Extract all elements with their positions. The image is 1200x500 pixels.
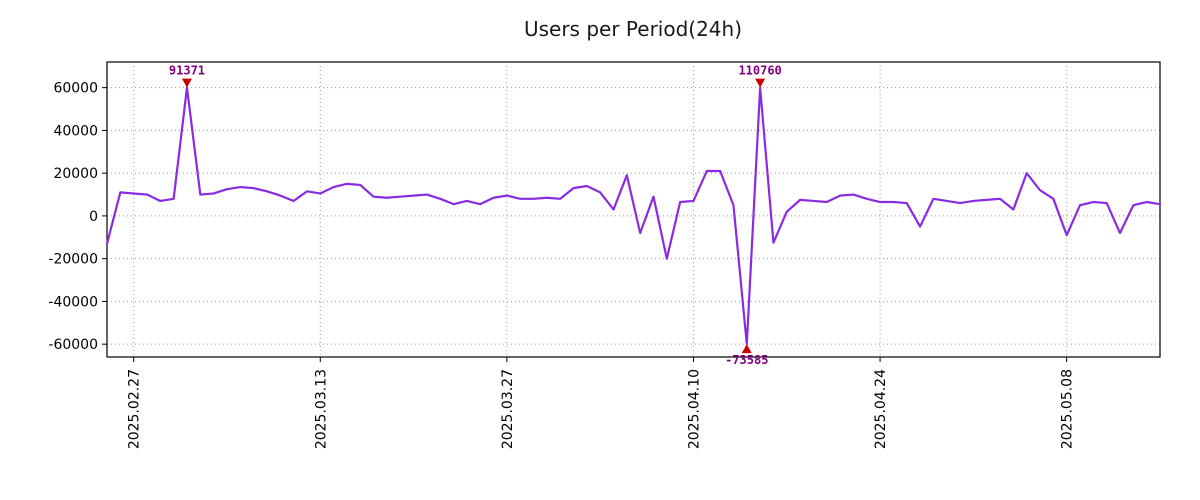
x-tick-label: 2025.05.08 bbox=[1060, 369, 1076, 449]
users-line bbox=[105, 86, 1162, 346]
x-tick-label: 2025.03.27 bbox=[500, 369, 516, 449]
plot-frame bbox=[106, 61, 1161, 358]
x-tick-label: 2025.03.13 bbox=[313, 369, 329, 449]
y-tick-label: 20000 bbox=[53, 166, 98, 182]
x-tick-label: 2025.04.10 bbox=[686, 369, 702, 449]
extreme-label: 91371 bbox=[169, 64, 205, 78]
extreme-marker bbox=[755, 78, 766, 88]
y-tick-label: 0 bbox=[89, 209, 98, 225]
extreme-label: -73585 bbox=[725, 353, 768, 367]
x-tick-label: 2025.02.27 bbox=[127, 369, 143, 449]
y-tick-label: 40000 bbox=[53, 123, 98, 139]
extreme-label: 110760 bbox=[738, 64, 781, 78]
y-tick-label: -20000 bbox=[48, 252, 98, 268]
y-tick-label: 60000 bbox=[53, 81, 98, 97]
chart-title: Users per Period(24h) bbox=[524, 17, 742, 41]
extreme-marker bbox=[741, 344, 752, 354]
extreme-marker bbox=[181, 78, 192, 88]
x-tick-label: 2025.04.24 bbox=[873, 369, 889, 449]
y-tick-label: -60000 bbox=[48, 337, 98, 353]
y-tick-label: -40000 bbox=[48, 294, 98, 310]
